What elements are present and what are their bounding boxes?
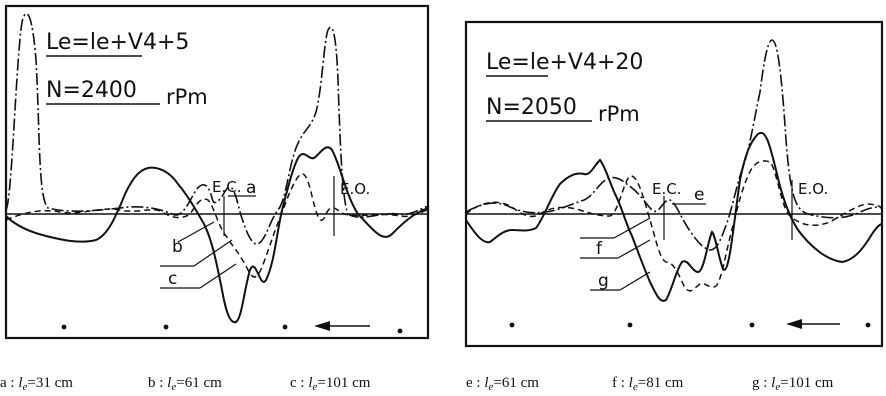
- right-time-dot: [509, 322, 515, 328]
- right-caption: e : le=61 cm f : le=81 cm g : le=101 cm: [466, 375, 834, 393]
- left-direction-arrow-icon: [314, 321, 370, 331]
- left-label-a: a: [246, 178, 256, 198]
- left-speed: N=2400: [46, 78, 137, 103]
- left-label-c: c: [168, 269, 177, 289]
- right-time-dot: [749, 322, 755, 328]
- series-a-line: [5, 12, 429, 245]
- series-g-line: [465, 131, 883, 302]
- left-caption: a : le=31 cm b : le=61 cm c : le=101 cm: [0, 375, 371, 393]
- right-le-formula: Le=le+V4+20: [486, 50, 643, 75]
- right-chart-frame: [464, 20, 884, 348]
- left-leader-b: [177, 221, 215, 243]
- right-label-e: e: [694, 185, 704, 205]
- right-label-f: f: [596, 239, 603, 259]
- right-ec-label: E.C.: [652, 180, 682, 198]
- left-leader-c2: [193, 239, 233, 267]
- right-leader-g2: [619, 271, 651, 291]
- right-time-dot: [627, 322, 633, 328]
- series-c-line: [5, 146, 429, 324]
- right-direction-arrow-icon: [786, 319, 840, 329]
- left-le-formula: Le=le+V4+5: [46, 30, 189, 55]
- series-b-line: [5, 173, 429, 278]
- left-time-dot: [397, 328, 403, 334]
- left-chart: Le=le+V4+5 N=2400 rPm E.C. E.O. a b c: [0, 4, 430, 393]
- right-leader-f2: [613, 217, 651, 239]
- left-leader-c4: [199, 263, 237, 289]
- right-chart: Le=le+V4+20 N=2050 rPm E.C. E.O. e f g: [464, 20, 884, 393]
- right-label-g: g: [598, 271, 609, 291]
- left-ec-label: E.C.: [212, 178, 242, 196]
- left-chart-frame: [4, 4, 430, 340]
- series-e-line: [465, 39, 883, 251]
- right-eo-label: E.O.: [798, 180, 828, 198]
- left-time-dot: [163, 324, 169, 330]
- right-speed: N=2050: [486, 95, 577, 120]
- left-time-dot: [282, 324, 288, 330]
- right-time-dot: [865, 322, 871, 328]
- left-time-dot: [61, 324, 67, 330]
- left-label-b: b: [172, 237, 183, 257]
- right-speed-unit: rPm: [598, 102, 640, 126]
- right-leader-f4: [617, 239, 651, 259]
- left-speed-unit: rPm: [166, 85, 208, 109]
